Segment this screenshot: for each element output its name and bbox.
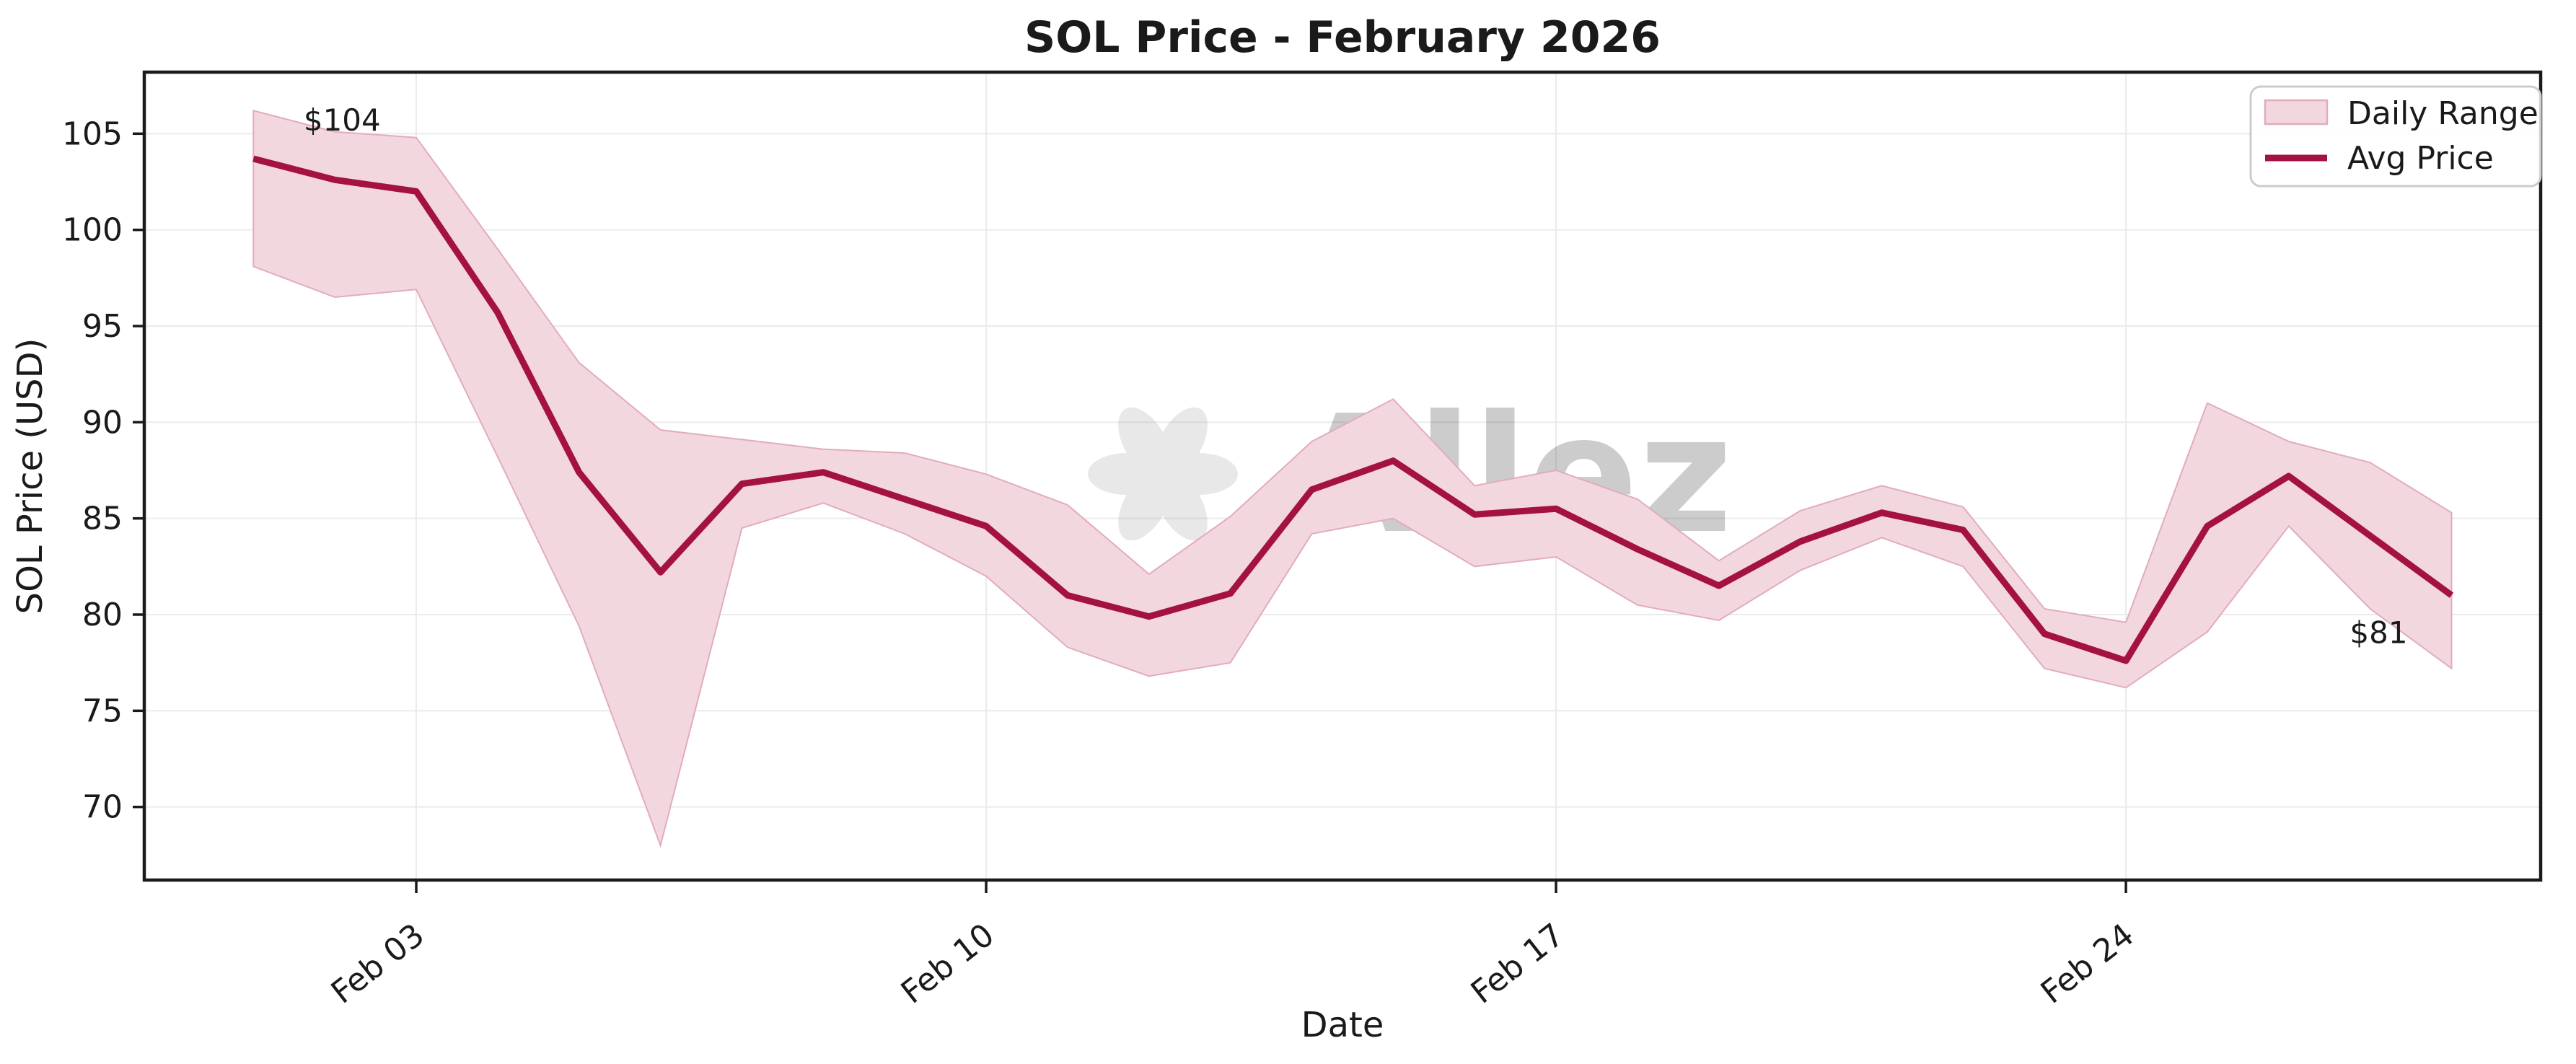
y-tick-label: 80 (82, 597, 123, 633)
flower-petal (1160, 453, 1238, 495)
legend-swatch-daily-range (2264, 99, 2329, 126)
flower-center (1144, 455, 1182, 493)
y-tick-label: 85 (82, 501, 123, 537)
y-tick-label: 75 (82, 693, 123, 729)
legend-label-daily-range: Daily Range (2347, 95, 2538, 132)
flower-petal (1118, 470, 1171, 541)
x-tick-label: Feb 24 (2034, 916, 2141, 1011)
y-axis-label: SOL Price (USD) (10, 338, 50, 615)
watermark-flower-asterisk-icon (1088, 407, 1238, 541)
x-tick-label: Feb 17 (1464, 916, 1571, 1011)
y-tick-label: 100 (62, 212, 123, 249)
flower-petal (1154, 407, 1208, 478)
flower-petal (1088, 453, 1166, 495)
y-tick-label: 90 (82, 404, 123, 441)
flower-petal (1118, 407, 1171, 478)
legend: Daily Range Avg Price (2249, 85, 2542, 188)
x-axis-label: Date (1301, 1005, 1384, 1045)
annotation-last-price: $81 (2349, 615, 2407, 650)
x-tick-label: Feb 03 (325, 916, 431, 1011)
plot-frame (142, 70, 2543, 882)
avg-price-line (252, 155, 2454, 664)
y-tick-label: 95 (82, 308, 123, 345)
annotation-first-price: $104 (304, 102, 381, 138)
y-tick-label: 70 (82, 789, 123, 826)
x-tick-label: Feb 10 (894, 916, 1001, 1011)
legend-label-avg-price: Avg Price (2347, 140, 2494, 177)
flower-petal (1154, 470, 1208, 541)
y-tick-label: 105 (62, 115, 123, 152)
chart-title: SOL Price - February 2026 (1024, 12, 1661, 63)
